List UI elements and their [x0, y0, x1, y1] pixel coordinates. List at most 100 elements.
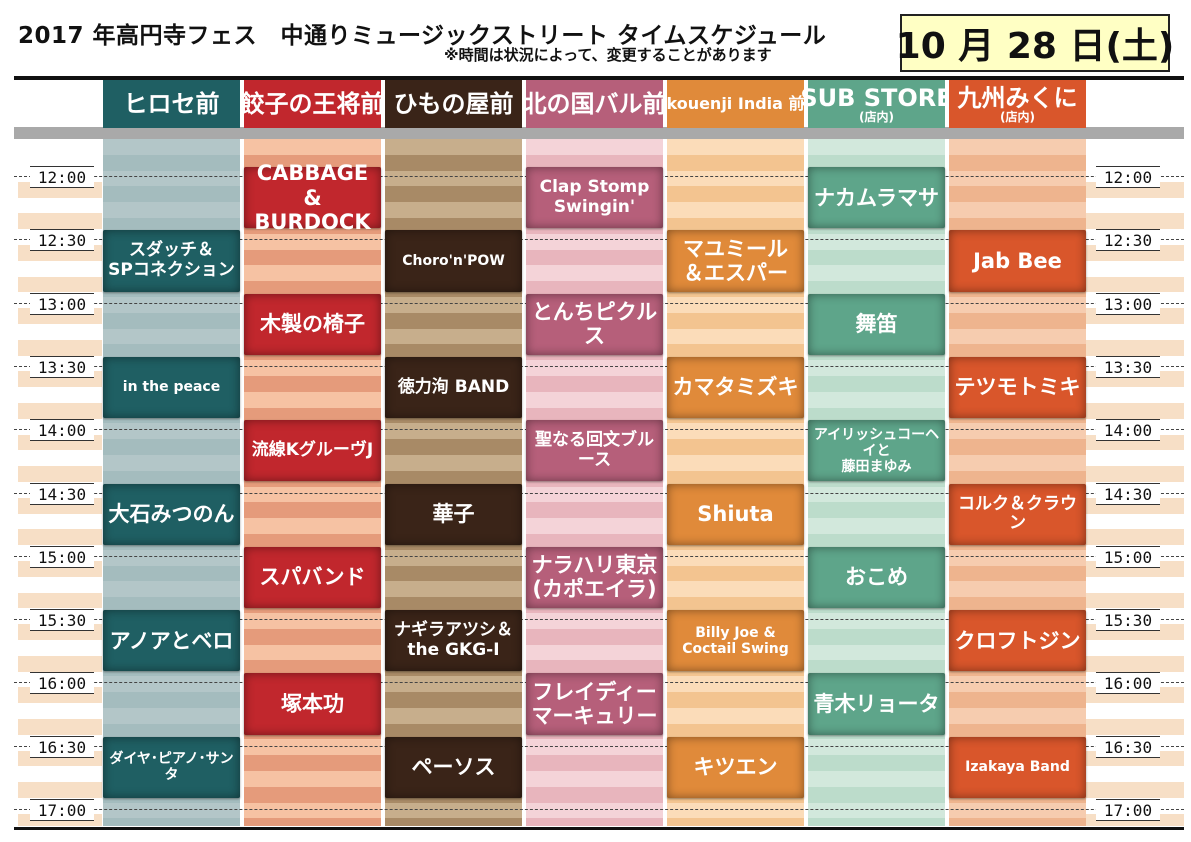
column-stripe: [385, 439, 522, 455]
column-stripe: [244, 391, 381, 408]
column-stripe: [808, 660, 945, 677]
venue-header: ひもの屋前: [385, 80, 522, 128]
venue-header: 九州みくに (店内): [949, 80, 1086, 128]
performance-block: Billy Joe & Coctail Swing: [667, 610, 804, 672]
column-stripe: [385, 470, 522, 487]
margin-stripe: [1086, 213, 1184, 230]
margin-stripe: [1086, 640, 1184, 656]
column-stripe: [244, 518, 381, 534]
margin-stripe: [18, 387, 102, 403]
column-stripe: [949, 154, 1086, 171]
performance-block: 華子: [385, 483, 522, 545]
time-label-left: 13:30: [30, 355, 94, 378]
column-stripe: [667, 676, 804, 692]
column-stripe: [667, 470, 804, 487]
column-stripe: [526, 755, 663, 771]
performance-block: Shiuta: [667, 483, 804, 545]
performance-block: 舞笛: [808, 293, 945, 355]
venue-header: ヒロセ前: [103, 80, 240, 128]
column-stripe: [667, 581, 804, 598]
column-stripe: [244, 739, 381, 756]
column-stripe: [949, 802, 1086, 819]
performance-block: 大石みつのん: [103, 483, 240, 545]
column-stripe: [526, 154, 663, 171]
column-stripe: [385, 455, 522, 471]
margin-stripe: [1086, 387, 1184, 403]
performance-block: 徳力洵 BAND: [385, 356, 522, 419]
performance-block: CABBAGE & BURDOCK: [244, 161, 381, 234]
time-label-right: 14:30: [1096, 482, 1160, 505]
time-divider: [14, 239, 1184, 241]
margin-stripe: [18, 197, 102, 214]
column-stripe: [949, 202, 1086, 218]
performance-block: 聖なる回文ブルース: [526, 420, 663, 482]
column-stripe: [808, 771, 945, 787]
time-label-right: 13:00: [1096, 292, 1160, 315]
column-stripe: [526, 139, 663, 155]
column-stripe: [244, 534, 381, 550]
time-label-right: 16:00: [1096, 672, 1160, 695]
venue-header: kouenji India 前: [666, 80, 805, 128]
performance-block: フレイディー マーキュリー: [526, 673, 663, 735]
column-stripe: [667, 328, 804, 345]
column-stripe: [385, 423, 522, 440]
time-label-right: 12:00: [1096, 166, 1160, 188]
column-stripe: [667, 707, 804, 724]
margin-stripe: [18, 703, 102, 719]
column-stripe: [526, 407, 663, 424]
performance-block: おこめ: [808, 546, 945, 609]
column-stripe: [385, 139, 522, 155]
margin-stripe: [1086, 703, 1184, 719]
column-stripe: [949, 218, 1086, 234]
top-rule: [14, 76, 1184, 80]
column-stripe: [103, 186, 240, 203]
column-stripe: [667, 170, 804, 187]
column-stripe: [808, 139, 945, 155]
column-stripe: [385, 723, 522, 740]
column-stripe: [667, 202, 804, 218]
column-stripe: [949, 470, 1086, 487]
column-stripe: [244, 486, 381, 503]
column-stripe: [949, 707, 1086, 724]
margin-stripe: [18, 260, 102, 277]
venue-name: 餃子の王将前: [240, 90, 385, 118]
column-stripe: [244, 644, 381, 661]
column-stripe: [526, 534, 663, 550]
column-stripe: [244, 755, 381, 771]
column-stripe: [667, 186, 804, 203]
column-stripe: [949, 423, 1086, 440]
column-stripe: [949, 549, 1086, 566]
page-title: 2017 年高円寺フェス 中通りミュージックストリート タイムスケジュール: [18, 23, 827, 49]
margin-stripe: [1086, 466, 1184, 482]
column-stripe: [808, 233, 945, 250]
column-stripe: [244, 786, 381, 803]
column-stripe: [385, 692, 522, 708]
time-divider: [14, 492, 1184, 494]
column-stripe: [244, 628, 381, 645]
time-label-right: 13:30: [1096, 355, 1160, 378]
column-stripe: [103, 328, 240, 345]
column-stripe: [385, 581, 522, 598]
margin-stripe: [1086, 513, 1184, 530]
column-stripe: [385, 202, 522, 218]
column-stripe: [526, 376, 663, 392]
column-stripe: [808, 154, 945, 171]
venue-name: kouenji India 前: [666, 94, 805, 113]
column-stripe: [949, 170, 1086, 187]
column-stripe: [103, 202, 240, 218]
column-stripe: [385, 707, 522, 724]
margin-stripe: [18, 513, 102, 530]
column-stripe: [667, 423, 804, 440]
column-stripe: [526, 233, 663, 250]
column-stripe: [949, 565, 1086, 582]
column-stripe: [244, 265, 381, 282]
margin-stripe: [18, 276, 102, 293]
column-stripe: [103, 549, 240, 566]
column-stripe: [385, 344, 522, 361]
performance-block: ナカムラマサ: [808, 167, 945, 229]
performance-block: Clap Stomp Swingin': [526, 167, 663, 229]
column-stripe: [526, 660, 663, 677]
column-stripe: [244, 502, 381, 519]
column-stripe: [949, 328, 1086, 345]
